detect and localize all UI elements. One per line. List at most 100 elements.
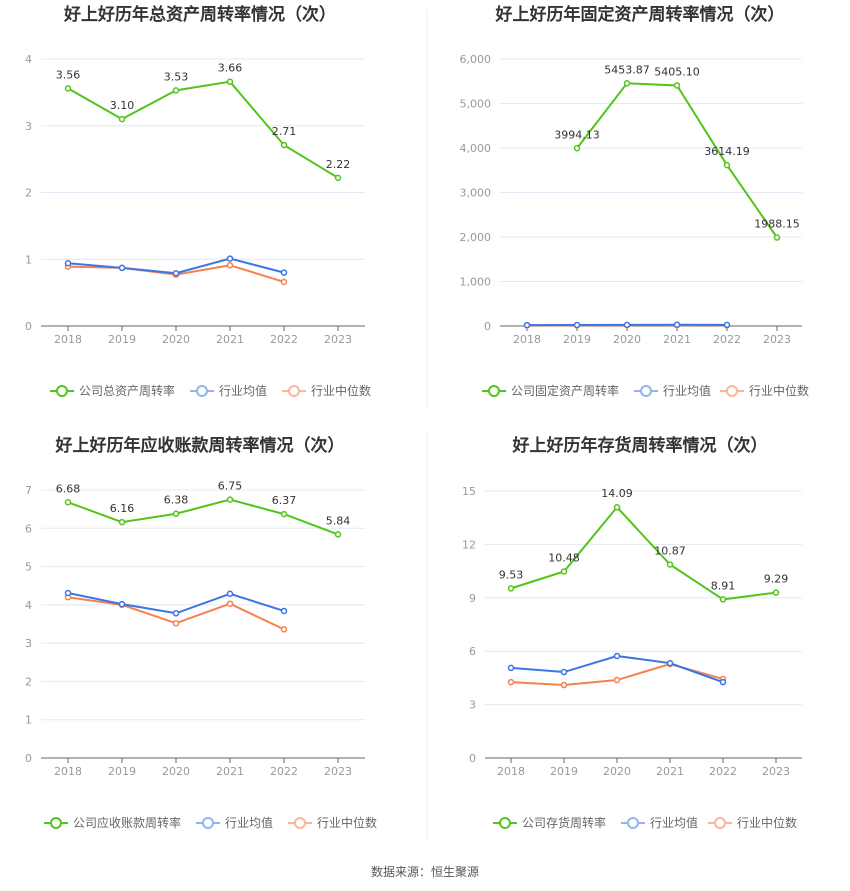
x-tick-label: 2022 <box>270 765 298 778</box>
data-point <box>573 145 581 152</box>
data-point <box>64 260 72 267</box>
y-tick-label: 6,000 <box>460 53 492 66</box>
y-tick-label: 2 <box>25 675 32 688</box>
data-label: 14.09 <box>601 487 633 500</box>
data-point <box>560 568 568 575</box>
legend-marker-icon <box>50 817 62 829</box>
y-tick-label: 12 <box>462 538 476 551</box>
data-label: 6.75 <box>218 480 243 493</box>
data-point <box>280 141 288 149</box>
legend-marker-icon <box>56 385 68 397</box>
data-point <box>560 681 568 689</box>
x-tick-label: 2019 <box>108 765 136 778</box>
y-tick-label: 0 <box>469 752 476 765</box>
x-tick-label: 2020 <box>603 765 631 778</box>
data-point <box>623 80 631 87</box>
y-tick-label: 0 <box>25 320 32 333</box>
y-tick-label: 6 <box>469 645 476 658</box>
legend-marker-icon <box>640 385 652 397</box>
x-tick-label: 2020 <box>162 765 190 778</box>
y-tick-label: 3 <box>25 637 32 650</box>
data-label: 8.91 <box>711 579 736 592</box>
x-tick-label: 2019 <box>108 333 136 346</box>
data-point <box>613 503 621 511</box>
data-label: 3.66 <box>218 62 243 75</box>
chart-panel-1: 好上好历年总资产周转率情况（次） 0 1 2 3 4 2018 2019 2020 2021 202… <box>25 4 371 398</box>
data-point <box>560 668 568 676</box>
data-point <box>64 85 72 92</box>
data-label: 6.68 <box>56 482 81 495</box>
data-point <box>719 596 727 603</box>
legend-item: 公司存货周转率 <box>493 815 606 830</box>
data-label: 2.71 <box>272 125 297 138</box>
legend-marker-icon <box>726 385 738 397</box>
chart-panel-4: 好上好历年存货周转率情况（次） 0 3 6 9 12 15 2018 2019 2020 2021 2… <box>462 435 802 830</box>
legend-item: 行业中位数 <box>720 383 809 398</box>
data-point <box>226 600 234 607</box>
data-point <box>226 496 234 503</box>
data-point <box>226 255 234 262</box>
y-tick-label: 0 <box>25 752 32 765</box>
x-tick-label: 2022 <box>709 765 737 778</box>
legend-item: 行业中位数 <box>282 383 371 398</box>
data-label: 5405.10 <box>654 65 700 78</box>
data-label: 6.37 <box>272 494 297 507</box>
data-point <box>334 174 342 182</box>
data-label: 3.56 <box>56 68 81 81</box>
x-tick-label: 2023 <box>324 765 352 778</box>
legend-label: 行业均值 <box>650 815 698 830</box>
data-point <box>172 610 180 617</box>
legend-item: 行业均值 <box>190 383 267 398</box>
chart-title: 好上好历年总资产周转率情况（次） <box>63 4 336 25</box>
y-tick-label: 4,000 <box>460 142 492 155</box>
y-tick-label: 9 <box>469 592 476 605</box>
legend-marker-icon <box>488 385 500 397</box>
x-tick-label: 2018 <box>54 333 82 346</box>
data-point <box>523 321 531 329</box>
legend-item: 行业均值 <box>196 815 273 830</box>
y-tick-label: 4 <box>25 599 32 612</box>
data-point <box>118 264 126 272</box>
data-point <box>773 234 781 241</box>
legend-label: 公司总资产周转率 <box>79 383 175 398</box>
data-label: 6.16 <box>110 502 135 515</box>
data-point <box>172 87 180 94</box>
legend-marker-icon <box>499 817 511 829</box>
legend-label: 公司应收账款周转率 <box>73 815 181 830</box>
legend-label: 行业均值 <box>663 383 711 398</box>
legend-item: 行业均值 <box>621 815 698 830</box>
y-tick-label: 1 <box>25 714 32 727</box>
data-label: 6.38 <box>164 494 189 507</box>
x-tick-label: 2023 <box>763 333 791 346</box>
y-tick-label: 7 <box>25 484 32 497</box>
data-point <box>723 321 731 329</box>
data-label: 1988.15 <box>754 218 800 231</box>
data-point <box>64 499 72 506</box>
data-point <box>226 590 234 598</box>
x-tick-label: 2020 <box>613 333 641 346</box>
legend-marker-icon <box>202 817 214 829</box>
x-tick-label: 2021 <box>216 333 244 346</box>
data-label: 3614.19 <box>704 145 750 158</box>
data-point <box>226 78 234 85</box>
y-tick-label: 5,000 <box>460 98 492 111</box>
data-point <box>507 664 515 672</box>
legend-item: 公司应收账款周转率 <box>44 815 181 830</box>
chart-title: 好上好历年应收账款周转率情况（次） <box>55 435 345 456</box>
legend-label: 行业中位数 <box>317 815 377 830</box>
legend-marker-icon <box>627 817 639 829</box>
chart-title: 好上好历年存货周转率情况（次） <box>512 435 768 456</box>
data-point <box>666 659 674 667</box>
data-point <box>226 262 234 269</box>
data-point <box>723 161 731 169</box>
data-point <box>172 270 180 277</box>
chart-title: 好上好历年固定资产周转率情况（次） <box>495 4 785 25</box>
y-tick-label: 3 <box>25 120 32 133</box>
data-label: 2.22 <box>326 158 351 171</box>
y-tick-label: 1 <box>25 253 32 266</box>
legend-item: 行业中位数 <box>288 815 377 830</box>
data-point <box>64 589 72 597</box>
data-point <box>280 269 288 276</box>
data-point <box>118 518 126 526</box>
data-label: 3.10 <box>110 99 135 112</box>
